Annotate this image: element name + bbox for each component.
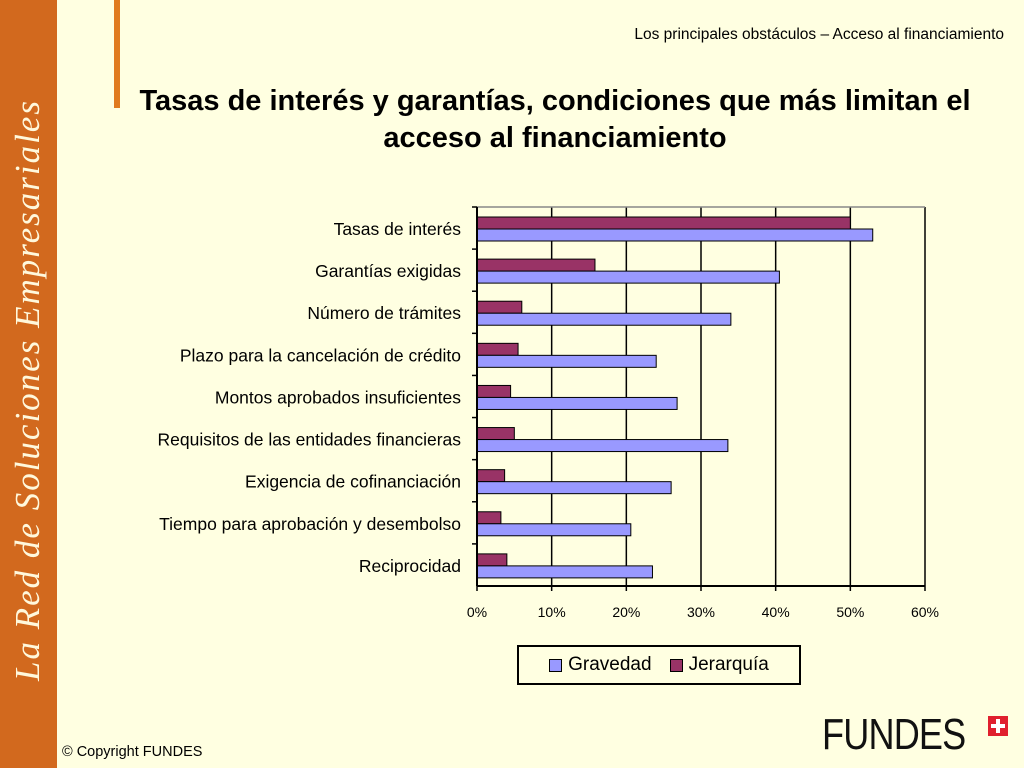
bar-gravedad: [476, 312, 732, 326]
legend-item-gravedad: Gravedad: [549, 654, 652, 676]
chart-legend: Gravedad Jerarquía: [517, 645, 801, 685]
copyright-text: © Copyright FUNDES: [62, 744, 203, 760]
bar-gravedad: [476, 270, 780, 284]
legend-label-gravedad: Gravedad: [568, 654, 652, 675]
logo-wordmark: FUNDES: [822, 710, 966, 759]
x-tick-label: 20%: [612, 604, 640, 620]
category-label: Número de trámites: [307, 303, 461, 323]
category-label: Tasas de interés: [334, 219, 462, 239]
category-label: Garantías exigidas: [315, 261, 461, 281]
category-label: Tiempo para aprobación y desembolso: [159, 514, 461, 534]
bar-jerarquia: [476, 553, 508, 567]
legend-swatch-gravedad: [549, 658, 563, 672]
category-label: Montos aprobados insuficientes: [215, 387, 461, 407]
swiss-cross-icon: [988, 716, 1008, 736]
header-subtitle: Los principales obstáculos – Acceso al f…: [634, 26, 1004, 43]
bar-gravedad: [476, 439, 729, 453]
bar-jerarquia: [476, 469, 506, 483]
bar-gravedad: [476, 565, 653, 579]
bar-gravedad: [476, 354, 657, 368]
bar-gravedad: [476, 228, 874, 242]
sidebar-band: La Red de Soluciones Empresariales: [0, 0, 57, 768]
bar-jerarquia: [476, 300, 523, 314]
category-label: Requisitos de las entidades financieras: [157, 430, 461, 450]
bar-jerarquia: [476, 427, 515, 441]
bar-jerarquia: [476, 342, 519, 356]
x-tick-label: 60%: [911, 604, 939, 620]
bar-jerarquia: [476, 258, 596, 272]
legend-swatch-jerarquia: [669, 658, 683, 672]
bar-gravedad: [476, 396, 678, 410]
category-label: Plazo para la cancelación de crédito: [180, 345, 461, 365]
bar-gravedad: [476, 523, 632, 537]
x-tick-label: 40%: [762, 604, 790, 620]
bar-jerarquia: [476, 216, 851, 230]
x-tick-label: 0%: [467, 604, 487, 620]
category-label: Exigencia de cofinanciación: [245, 472, 461, 492]
fundes-logo: FUNDES: [822, 708, 1012, 759]
x-tick-label: 10%: [538, 604, 566, 620]
slide-title: Tasas de interés y garantías, condicione…: [139, 85, 971, 154]
category-label: Reciprocidad: [359, 556, 461, 576]
legend-item-jerarquia: Jerarquía: [669, 654, 769, 676]
bar-gravedad: [476, 481, 672, 495]
x-tick-label: 30%: [687, 604, 715, 620]
bar-jerarquia: [476, 511, 502, 525]
x-tick-label: 50%: [836, 604, 864, 620]
legend-label-jerarquia: Jerarquía: [688, 654, 769, 675]
accent-line: [114, 0, 120, 108]
bar-jerarquia: [476, 384, 512, 398]
